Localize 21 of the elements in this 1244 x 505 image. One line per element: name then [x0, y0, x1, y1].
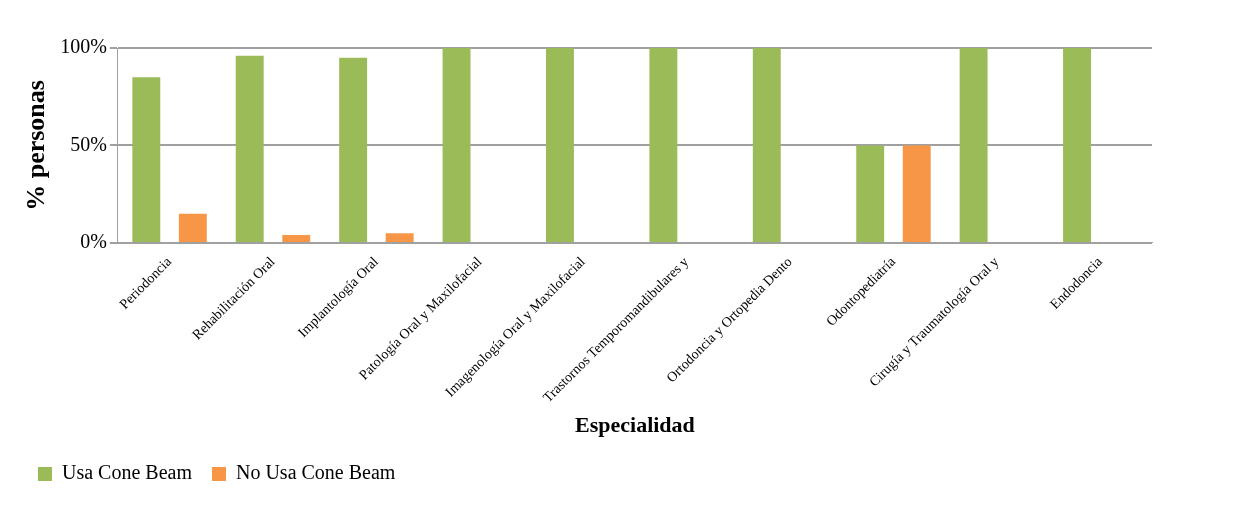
- bar: [856, 145, 885, 242]
- bar: [545, 48, 574, 242]
- bar: [1063, 48, 1091, 242]
- y-tick-label: 50%: [70, 132, 107, 155]
- bar: [132, 77, 161, 242]
- bar: [235, 55, 264, 242]
- bar: [339, 57, 368, 242]
- bar: [752, 48, 781, 242]
- bar: [649, 48, 678, 242]
- bar: [902, 145, 931, 242]
- legend-label: Usa Cone Beam: [62, 461, 193, 484]
- y-axis-title: % personas: [21, 80, 51, 211]
- bar: [442, 48, 471, 242]
- bar: [385, 233, 414, 242]
- bar: [282, 235, 311, 242]
- y-tick-label: 0%: [80, 230, 107, 253]
- bar: [178, 213, 207, 242]
- x-axis-title: Especialidad: [575, 412, 695, 438]
- bar: [959, 48, 988, 242]
- legend-label: No Usa Cone Beam: [235, 461, 396, 484]
- y-tick-label: 100%: [60, 35, 107, 58]
